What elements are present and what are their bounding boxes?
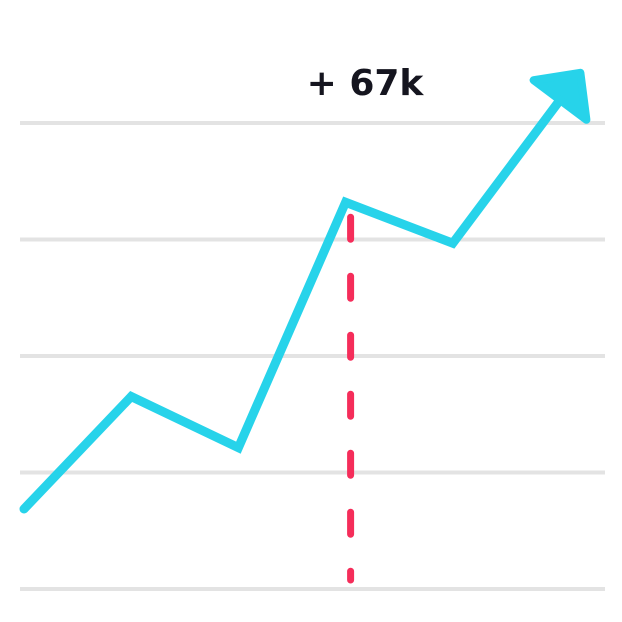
gridlines [20,121,605,591]
arrow-up-right-icon [529,68,591,124]
annotation-label: + 67k [307,63,425,104]
series-layer [19,68,591,514]
series-line [19,95,565,514]
